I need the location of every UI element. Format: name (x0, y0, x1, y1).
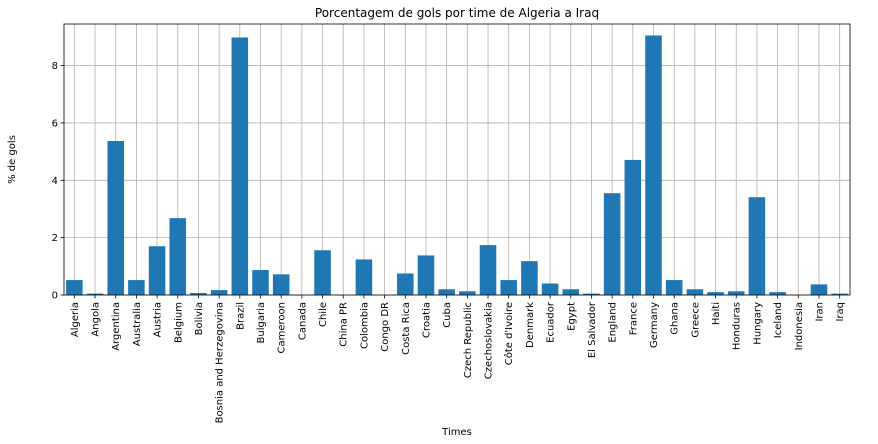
x-tick-label: Ecuador (546, 301, 557, 343)
x-tick-label: Indonesia (794, 302, 805, 350)
x-ticks: Algeria Angola Argentina Australia Austria Be… (70, 295, 846, 423)
bar (190, 292, 207, 295)
x-tick-label: Ghana (670, 302, 681, 335)
x-tick-label: Egypt (566, 302, 577, 331)
y-tick-label: 8 (52, 61, 58, 72)
y-ticks: 0 2 4 6 8 (52, 61, 64, 302)
bar (521, 261, 538, 295)
bar (66, 280, 83, 295)
bar (210, 290, 228, 295)
x-tick-label: El Salvador (587, 301, 598, 358)
x-tick-label: Austria (153, 302, 164, 337)
x-tick-label: Brazil (235, 302, 246, 330)
y-tick-label: 4 (52, 176, 58, 187)
bar (583, 293, 600, 295)
bar (727, 291, 745, 295)
y-tick-label: 0 (52, 291, 58, 302)
x-tick-label: Germany (649, 302, 660, 348)
bar (645, 35, 662, 296)
x-tick-label: Bolivia (194, 302, 205, 335)
bar (417, 255, 435, 295)
x-tick-label: China PR (339, 302, 350, 347)
bar (231, 37, 249, 296)
x-tick-label: Greece (690, 302, 701, 338)
bar (541, 283, 559, 295)
x-tick-label: Czechoslovakia (484, 302, 495, 379)
y-axis-title: % de gols (7, 135, 18, 184)
bar (686, 289, 704, 295)
bar (107, 141, 124, 295)
x-tick-label: Algeria (70, 302, 81, 337)
x-tick-label: Iran (814, 302, 825, 322)
bar (128, 280, 145, 295)
bar (355, 259, 373, 295)
x-tick-label: Denmark (525, 302, 536, 348)
x-tick-label: Congo DR (380, 302, 391, 352)
y-tick-label: 6 (52, 118, 58, 129)
bar (252, 270, 269, 295)
x-tick-label: Côte d'Ivoire (503, 302, 515, 365)
x-tick-label: France (628, 302, 639, 335)
x-tick-label: Cuba (442, 302, 453, 328)
x-tick-label: Iceland (773, 302, 784, 338)
x-tick-label: Bosnia and Herzegovina (215, 302, 226, 423)
bar (624, 159, 642, 295)
chart-title: Porcentagem de gols por time de Algeria … (315, 6, 599, 20)
x-tick-label: England (608, 302, 619, 343)
bar (748, 197, 766, 295)
bar (769, 292, 786, 295)
bar (148, 246, 166, 295)
bar (500, 280, 517, 295)
x-tick-label: Honduras (732, 302, 743, 350)
x-tick-label: Hungary (752, 302, 763, 345)
bars (66, 35, 848, 296)
x-tick-label: Angola (91, 302, 102, 337)
bar (86, 293, 104, 295)
bar (438, 289, 455, 295)
x-tick-label: Belgium (173, 302, 184, 343)
x-tick-label: Cameroon (277, 302, 288, 353)
x-tick-label: Croatia (421, 302, 432, 338)
bar (665, 280, 683, 295)
bar (562, 289, 580, 295)
x-tick-label: Colombia (359, 302, 370, 349)
bar (831, 293, 848, 295)
bar (397, 273, 414, 295)
bar (169, 218, 187, 295)
x-tick-label: Australia (132, 302, 143, 346)
bar (459, 291, 476, 295)
plot-frame (63, 23, 851, 296)
bar (603, 193, 621, 295)
x-axis-title: Times (441, 427, 472, 438)
x-tick-label: Bulgaria (256, 302, 267, 343)
x-tick-label: Canada (297, 302, 308, 340)
x-tick-label: Iraq (835, 302, 846, 322)
x-tick-label: Chile (318, 302, 329, 327)
y-tick-label: 2 (52, 233, 58, 244)
x-tick-label: Costa Rica (401, 302, 412, 355)
bar (479, 245, 497, 295)
x-tick-label: Haiti (711, 302, 722, 325)
bar (810, 284, 828, 295)
bar (707, 292, 724, 295)
x-tick-label: Czech Republic (463, 302, 474, 378)
bar (272, 274, 290, 295)
bar (314, 250, 331, 295)
x-tick-label: Argentina (111, 302, 122, 351)
